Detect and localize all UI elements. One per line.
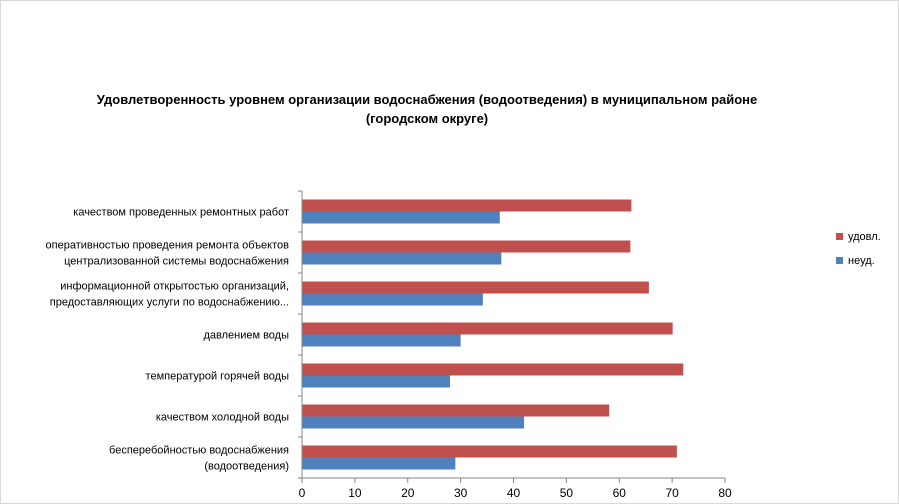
bar-neud-4 xyxy=(302,375,451,388)
legend-swatch-1 xyxy=(836,257,843,264)
chart-title: Удовлетворенность уровнем организации во… xyxy=(1,90,853,128)
category-label-1-1: централизованной системы водоснабжения xyxy=(64,256,289,268)
category-label-4-0: температурой горячей воды xyxy=(146,371,290,383)
chart-title-line-2: (городском округе) xyxy=(365,111,489,126)
x-tick-label-1: 10 xyxy=(348,486,362,500)
x-tick-label-5: 50 xyxy=(560,486,574,500)
legend-label-1: неуд. xyxy=(848,255,875,267)
x-tick-label-8: 80 xyxy=(718,486,732,500)
category-label-1-0: оперативностью проведения ремонта объект… xyxy=(46,240,290,252)
x-tick-label-3: 30 xyxy=(454,486,468,500)
bar-udovl-0 xyxy=(302,199,632,212)
x-tick-label-6: 60 xyxy=(613,486,627,500)
bar-udovl-5 xyxy=(302,404,610,417)
bar-udovl-2 xyxy=(302,281,649,294)
bar-neud-2 xyxy=(302,293,483,306)
bar-udovl-3 xyxy=(302,322,673,335)
category-label-3-0: давлением воды xyxy=(203,330,289,342)
bar-neud-3 xyxy=(302,334,461,347)
category-label-2-1: предоставляющих услуги по водоснабжению.… xyxy=(50,297,289,309)
bar-neud-6 xyxy=(302,457,456,470)
legend-label-0: удовл. xyxy=(848,231,881,243)
category-label-6-0: бесперебойностью водоснабжения xyxy=(109,445,289,457)
bar-neud-0 xyxy=(302,211,500,224)
legend-swatch-0 xyxy=(836,233,843,240)
x-tick-label-2: 20 xyxy=(401,486,415,500)
category-label-5-0: качеством холодной воды xyxy=(156,412,289,424)
category-label-0-0: качеством проведенных ремонтных работ xyxy=(73,207,289,219)
chart-title-line-1: Удовлетворенность уровнем организации во… xyxy=(96,92,758,107)
bar-neud-5 xyxy=(302,416,525,429)
bar-udovl-4 xyxy=(302,363,684,376)
bar-neud-1 xyxy=(302,252,502,265)
bar-udovl-1 xyxy=(302,240,631,253)
bar-udovl-6 xyxy=(302,445,677,458)
category-label-6-1: (водоотведения) xyxy=(204,461,289,473)
x-tick-label-0: 0 xyxy=(299,486,306,500)
x-tick-label-7: 70 xyxy=(665,486,679,500)
x-tick-label-4: 40 xyxy=(507,486,521,500)
category-label-2-0: информационной открытостью организаций, xyxy=(60,281,289,293)
